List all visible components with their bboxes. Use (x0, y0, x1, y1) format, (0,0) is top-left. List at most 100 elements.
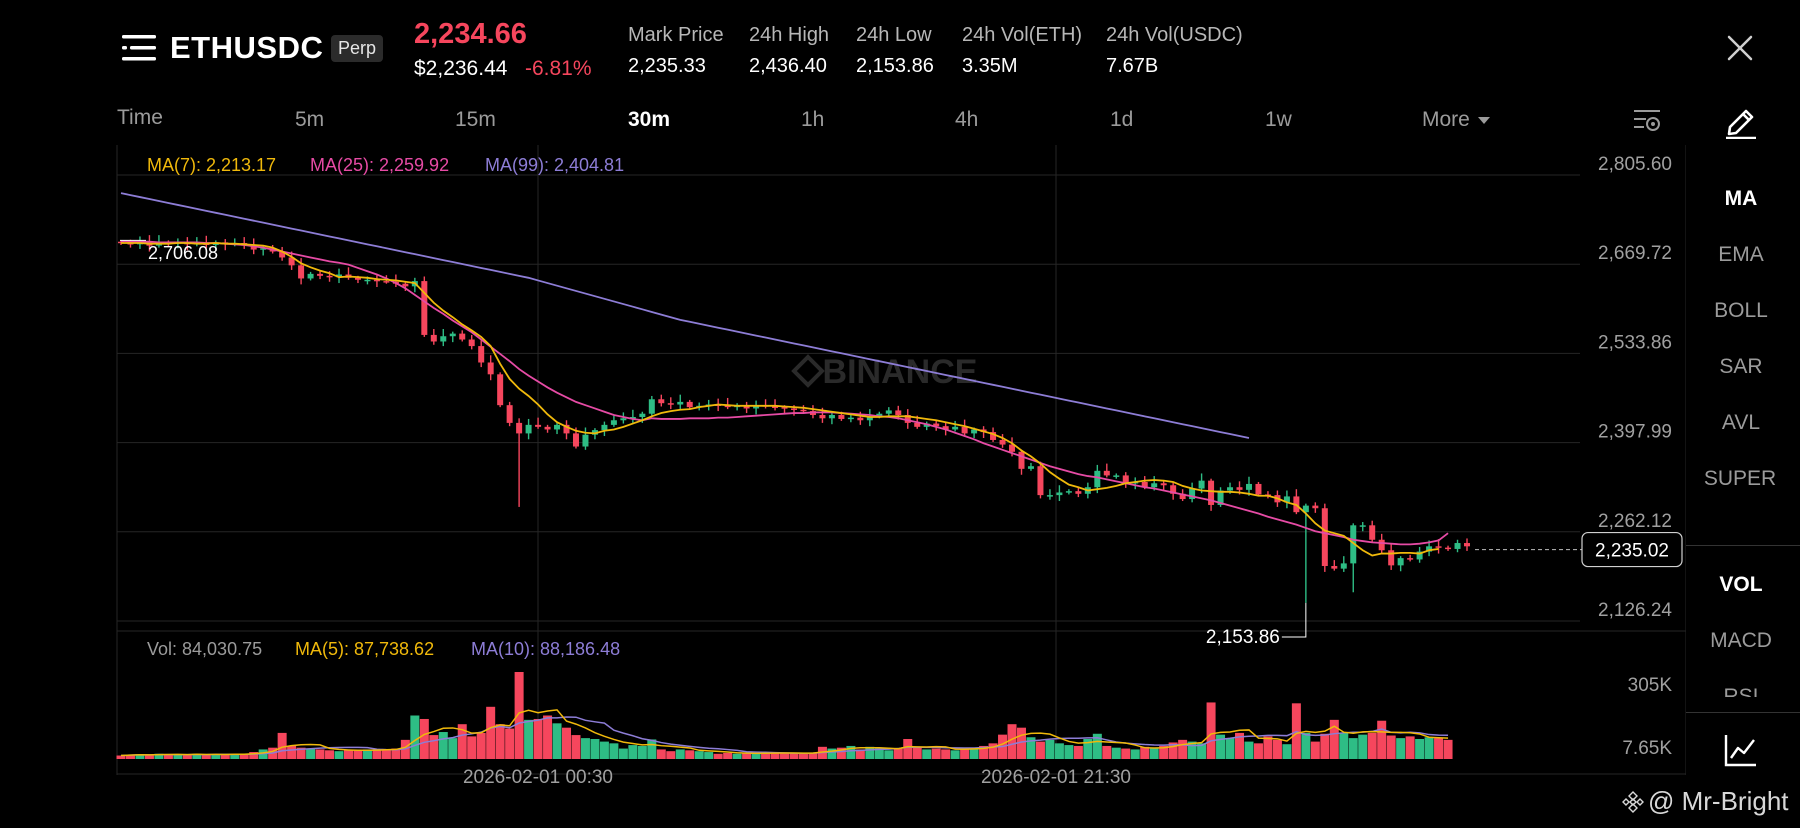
candle-body (1359, 525, 1366, 527)
candle-body (1340, 563, 1347, 569)
indicator-avl[interactable]: AVL (1721, 411, 1761, 434)
candle-body (383, 281, 390, 283)
indicator-ma[interactable]: MA (1724, 187, 1758, 210)
sub-indicator-rsi[interactable]: RSI (1723, 685, 1759, 697)
volume-bar (874, 748, 884, 759)
volume-bar (543, 715, 553, 759)
candle-body (1094, 470, 1101, 488)
volume-bar (419, 718, 429, 759)
candle-body (1350, 525, 1357, 564)
volume-bar (410, 715, 420, 759)
sub-indicator-macd[interactable]: MACD (1710, 629, 1772, 652)
candle-body (1113, 475, 1120, 477)
chart-settings-icon[interactable] (1632, 105, 1662, 135)
candle-body (772, 406, 779, 408)
volume-bar (798, 753, 808, 759)
chart-type-icon[interactable] (1724, 733, 1758, 767)
volume-bar (590, 738, 600, 759)
volume-bar (912, 747, 922, 759)
candle-body (307, 273, 314, 279)
volume-bar (1054, 743, 1064, 759)
volume-bar (306, 748, 316, 759)
price-tick-label: 2,669.72 (1598, 243, 1672, 264)
volume-bar (562, 727, 572, 759)
indicator-divider (1686, 712, 1800, 713)
price-tick-label: 2,397.99 (1598, 422, 1672, 443)
price-tick-label: 2,805.60 (1598, 154, 1672, 175)
symbol-name[interactable]: ETHUSDC (170, 30, 324, 65)
volume-bar (230, 754, 240, 759)
volume-bar (960, 748, 970, 759)
candle-body (1217, 490, 1224, 505)
candle-body (990, 432, 997, 440)
volume-bar (239, 753, 249, 759)
stat-label: 24h Low (856, 24, 932, 46)
volume-bar (855, 749, 865, 759)
candle-body (639, 413, 646, 417)
indicator-super[interactable]: SUPER (1703, 467, 1777, 490)
candle-body (601, 424, 608, 431)
volume-bar (1159, 745, 1169, 759)
volume-bar (1206, 702, 1216, 759)
vol-legend-item: MA(5): 87,738.62 (295, 639, 434, 659)
volume-bar (941, 749, 951, 759)
volume-bar (761, 753, 771, 759)
price-chart[interactable]: 2,805.60 2,669.72 2,533.86 2,397.99 2,262.12… (0, 145, 1686, 785)
sub-indicator-vol[interactable]: VOL (1719, 573, 1763, 596)
candle-body (497, 374, 504, 406)
draw-tool-icon[interactable] (1724, 103, 1758, 139)
tab-1d[interactable]: 1d (1110, 108, 1134, 131)
candle-body (279, 251, 286, 258)
candle-body (1255, 483, 1262, 495)
candle-body (1416, 551, 1423, 560)
volume-bar (1045, 739, 1055, 759)
indicator-divider (1686, 545, 1800, 546)
tab-4h[interactable]: 4h (955, 108, 979, 131)
candle-body (373, 279, 380, 282)
usd-price: $2,236.44 (414, 57, 508, 80)
volume-bar (144, 755, 154, 759)
tab-time[interactable]: Time (117, 106, 163, 129)
candle-body (781, 407, 788, 409)
candle-body (828, 415, 835, 419)
stat-24h-vol-usdc: 24h Vol(USDC) 7.67B (1106, 24, 1243, 78)
indicator-boll[interactable]: BOLL (1714, 299, 1768, 322)
candle-body (1160, 483, 1167, 486)
candle-body (1435, 546, 1442, 548)
candle-body (857, 417, 864, 421)
volume-bar (1235, 732, 1245, 759)
candle-body (260, 248, 267, 250)
candle-body (1027, 466, 1034, 469)
tab-5m[interactable]: 5m (295, 108, 325, 131)
volume-bar (353, 750, 363, 759)
ma7-line (121, 242, 1439, 557)
volume-bar (742, 753, 752, 759)
candle-body (1369, 525, 1376, 540)
volume-bar (135, 754, 145, 759)
tab-1h[interactable]: 1h (801, 108, 825, 131)
vol-legend-item: MA(10): 88,186.48 (471, 639, 620, 659)
candle-body (544, 426, 551, 430)
high-price-label: 2,706.08 (148, 243, 218, 263)
indicator-ema[interactable]: EMA (1718, 243, 1764, 266)
volume-bar (381, 749, 391, 759)
tab-30m[interactable]: 30m (628, 108, 671, 131)
indicator-sar[interactable]: SAR (1719, 355, 1763, 378)
more-timeframes-dropdown[interactable]: More (1422, 108, 1490, 132)
tab-1w[interactable]: 1w (1265, 108, 1292, 131)
volume-bar (1111, 747, 1121, 759)
candle-body (904, 415, 911, 423)
candle-body (1426, 546, 1433, 552)
last-price: 2,234.66 (414, 18, 527, 50)
volume-bar (1197, 743, 1207, 759)
volume-bar (524, 719, 534, 759)
volume-bar (116, 755, 126, 759)
tab-15m[interactable]: 15m (455, 108, 496, 131)
candle-body (1141, 481, 1148, 488)
candle-body (961, 426, 968, 434)
binance-watermark-logo (791, 354, 825, 388)
candle-body (1009, 444, 1016, 452)
menu-icon[interactable] (122, 33, 156, 63)
close-icon[interactable] (1725, 33, 1755, 63)
volume-bar (1026, 737, 1036, 759)
